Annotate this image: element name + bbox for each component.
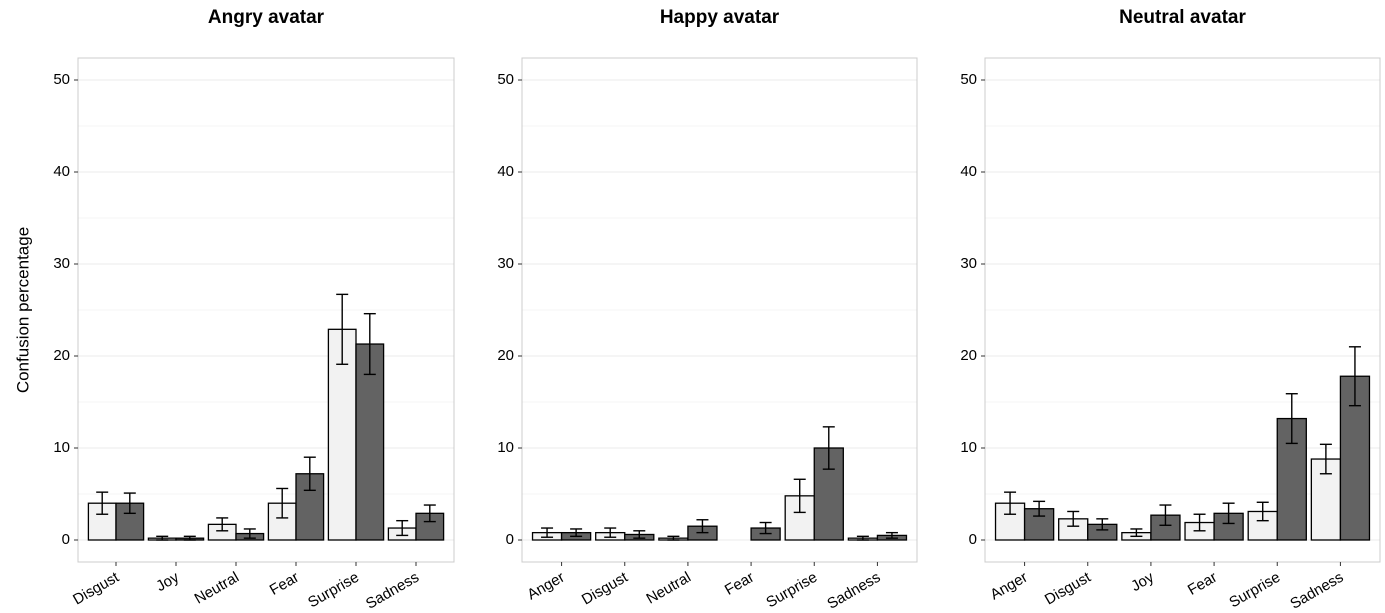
category-label: Neutral bbox=[644, 569, 694, 608]
y-tick-label: 0 bbox=[506, 531, 514, 548]
panel-border bbox=[521, 57, 918, 563]
category-label: Disgust bbox=[579, 568, 632, 608]
panel-border bbox=[984, 57, 1381, 563]
category-label: Joy bbox=[153, 568, 182, 595]
panel-title: Happy avatar bbox=[660, 7, 780, 28]
chart-panel-2: Happy avatar 0 10 20 30 40 50 Anger Disgust Neutr… bbox=[497, 7, 918, 613]
y-tick-label: 40 bbox=[497, 163, 514, 180]
panel-title: Neutral avatar bbox=[1119, 7, 1246, 28]
y-tick-label: 40 bbox=[53, 163, 70, 180]
y-tick-label: 20 bbox=[960, 347, 977, 364]
category-label: Disgust bbox=[70, 568, 123, 608]
category-label: Disgust bbox=[1042, 568, 1095, 608]
category-label: Sadness bbox=[363, 569, 422, 613]
y-tick-label: 30 bbox=[960, 255, 977, 272]
panel-border bbox=[77, 57, 455, 563]
category-label: Anger bbox=[524, 569, 567, 604]
chart-panel-3: Neutral avatar 0 10 20 30 40 50 Anger Disgust Joy… bbox=[960, 7, 1381, 613]
y-tick-label: 20 bbox=[497, 347, 514, 364]
category-label: Surprise bbox=[763, 569, 820, 612]
y-tick-label: 50 bbox=[53, 71, 70, 88]
panel-title: Angry avatar bbox=[208, 7, 325, 28]
category-label: Fear bbox=[722, 569, 757, 599]
y-tick-label: 10 bbox=[53, 439, 70, 456]
bar bbox=[813, 447, 844, 541]
category-label: Surprise bbox=[1226, 569, 1283, 612]
y-tick-label: 10 bbox=[497, 439, 514, 456]
y-tick-label: 50 bbox=[497, 71, 514, 88]
y-tick-label: 0 bbox=[62, 531, 70, 548]
category-label: Sadness bbox=[824, 569, 883, 613]
category-label: Surprise bbox=[305, 569, 362, 612]
category-label: Sadness bbox=[1287, 569, 1346, 613]
y-tick-label: 10 bbox=[960, 439, 977, 456]
category-label: Fear bbox=[267, 569, 302, 599]
category-label: Neutral bbox=[192, 569, 242, 608]
category-label: Joy bbox=[1128, 568, 1157, 595]
y-tick-label: 40 bbox=[960, 163, 977, 180]
bar bbox=[355, 343, 385, 541]
y-tick-label: 50 bbox=[960, 71, 977, 88]
y-axis-label: Confusion percentage bbox=[13, 227, 32, 393]
y-tick-label: 20 bbox=[53, 347, 70, 364]
y-tick-label: 30 bbox=[53, 255, 70, 272]
chart-panel-1: Angry avatar 0 10 20 30 40 50 Disgust Joy Neutral… bbox=[53, 7, 455, 613]
y-tick-label: 0 bbox=[969, 531, 977, 548]
category-label: Fear bbox=[1185, 569, 1220, 599]
category-label: Anger bbox=[987, 569, 1030, 604]
y-tick-label: 30 bbox=[497, 255, 514, 272]
